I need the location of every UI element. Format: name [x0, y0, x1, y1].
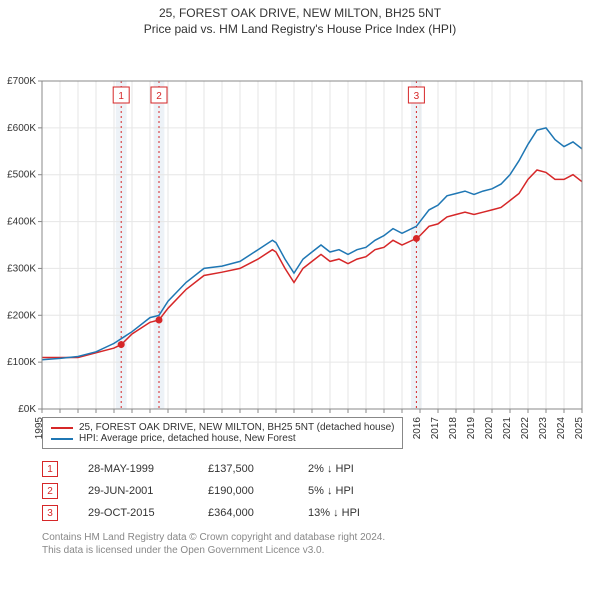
x-tick-label: 2018	[448, 417, 459, 440]
y-tick-label: £700K	[7, 76, 36, 87]
event-point	[156, 316, 163, 323]
event-point	[118, 341, 125, 348]
event-delta: 5% ↓ HPI	[308, 485, 354, 497]
legend-label: 25, FOREST OAK DRIVE, NEW MILTON, BH25 5…	[79, 422, 394, 433]
x-tick-label: 2019	[466, 417, 477, 440]
chart-title: 25, FOREST OAK DRIVE, NEW MILTON, BH25 5…	[0, 6, 600, 20]
legend: 25, FOREST OAK DRIVE, NEW MILTON, BH25 5…	[42, 417, 403, 449]
event-price: £190,000	[208, 485, 278, 497]
x-tick-label: 2017	[430, 417, 441, 440]
y-tick-label: £500K	[7, 170, 36, 181]
y-tick-label: £200K	[7, 310, 36, 321]
event-row: 2 29-JUN-2001 £190,000 5% ↓ HPI	[42, 483, 360, 499]
event-marker-label: 1	[118, 91, 124, 102]
event-marker-label: 2	[156, 91, 162, 102]
event-date: 29-OCT-2015	[88, 507, 178, 519]
x-tick-label: 2022	[520, 417, 531, 440]
chart-subtitle: Price paid vs. HM Land Registry's House …	[0, 22, 600, 36]
event-price: £137,500	[208, 463, 278, 475]
event-delta: 13% ↓ HPI	[308, 507, 360, 519]
x-tick-label: 2021	[502, 417, 513, 440]
legend-item: HPI: Average price, detached house, New …	[51, 433, 394, 444]
legend-swatch	[51, 438, 73, 440]
event-point	[413, 235, 420, 242]
event-row: 1 28-MAY-1999 £137,500 2% ↓ HPI	[42, 461, 360, 477]
x-tick-label: 2024	[556, 417, 567, 440]
y-tick-label: £0K	[18, 404, 36, 415]
footer-attribution: Contains HM Land Registry data © Crown c…	[42, 531, 385, 557]
x-tick-label: 2023	[538, 417, 549, 440]
y-tick-label: £300K	[7, 263, 36, 274]
y-tick-label: £600K	[7, 123, 36, 134]
legend-item: 25, FOREST OAK DRIVE, NEW MILTON, BH25 5…	[51, 422, 394, 433]
event-marker-label: 3	[414, 91, 420, 102]
event-band	[116, 81, 127, 409]
event-marker: 1	[42, 461, 58, 477]
footer-line2: This data is licensed under the Open Gov…	[42, 544, 385, 557]
chart-titles: 25, FOREST OAK DRIVE, NEW MILTON, BH25 5…	[0, 0, 600, 36]
event-delta: 2% ↓ HPI	[308, 463, 354, 475]
chart-svg: £0K£100K£200K£300K£400K£500K£600K£700K19…	[0, 36, 600, 455]
event-row: 3 29-OCT-2015 £364,000 13% ↓ HPI	[42, 505, 360, 521]
footer-line1: Contains HM Land Registry data © Crown c…	[42, 531, 385, 544]
event-date: 29-JUN-2001	[88, 485, 178, 497]
event-price: £364,000	[208, 507, 278, 519]
events-table: 1 28-MAY-1999 £137,500 2% ↓ HPI 2 29-JUN-2001…	[42, 461, 360, 527]
event-marker: 2	[42, 483, 58, 499]
plot-area: £0K£100K£200K£300K£400K£500K£600K£700K19…	[0, 36, 600, 455]
x-tick-label: 2025	[574, 417, 585, 440]
event-date: 28-MAY-1999	[88, 463, 178, 475]
chart-container: 25, FOREST OAK DRIVE, NEW MILTON, BH25 5…	[0, 0, 600, 590]
event-band	[154, 81, 165, 409]
y-tick-label: £100K	[7, 357, 36, 368]
x-tick-label: 2020	[484, 417, 495, 440]
legend-label: HPI: Average price, detached house, New …	[79, 433, 296, 444]
event-marker: 3	[42, 505, 58, 521]
y-tick-label: £400K	[7, 217, 36, 228]
x-tick-label: 2016	[412, 417, 423, 440]
legend-swatch	[51, 427, 73, 429]
